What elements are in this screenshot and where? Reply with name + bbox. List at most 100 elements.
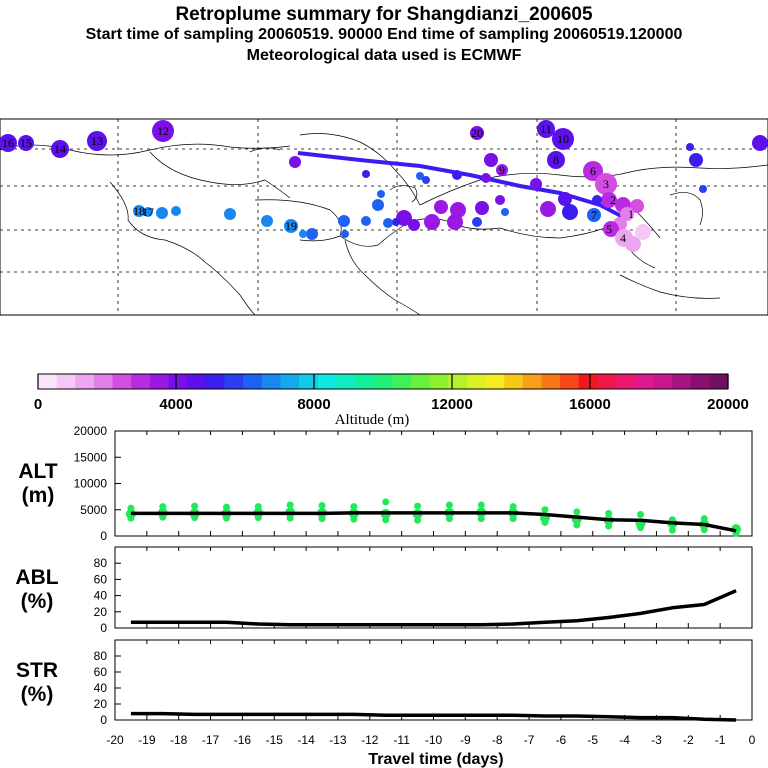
trajectory-label: 2 [610,193,616,207]
y-tick-label: 5000 [80,503,107,517]
altitude-scatter-point [573,508,581,516]
trajectory-label: 19 [285,219,297,233]
panel-ylabel: STR [16,659,58,682]
time-series-panels: 20000150001000050000ALT(m)806040200ABL(%… [15,424,755,768]
x-tick-label: -10 [425,733,443,747]
y-tick-label: 80 [94,556,108,570]
colorbar-cell [690,374,710,389]
y-tick-label: 0 [100,713,107,727]
map-frame [0,118,768,316]
trajectory-cluster-dot [341,230,349,238]
trajectory-label: 7 [591,208,597,222]
colorbar-cell [317,374,337,389]
colorbar-tick-labels: 0 4000 8000 12000 16000 20000 [34,396,749,413]
x-tick-label: -7 [524,733,535,747]
x-tick-label: -20 [106,733,124,747]
trajectory-cluster-dot [470,126,484,140]
colorbar-tick-label: 0 [34,396,42,413]
altitude-scatter-point [222,503,230,511]
colorbar-cell [56,374,76,389]
colorbar-tick-label: 12000 [431,396,473,413]
trajectory-cluster-dot [587,208,601,222]
trajectory-cluster-dot [625,236,641,252]
trajectory-cluster-dot [338,215,350,227]
panel-alt: 20000 15000 10000 5000 0 ALT(m) [18,424,753,543]
panel-frame [114,639,753,721]
x-tick-label: -8 [492,733,503,747]
sampling-times: Start time of sampling 20060519. 90000 E… [85,26,683,43]
trajectory-cluster-dot [558,192,572,206]
trajectory-cluster-dot [171,206,181,216]
trajectory-cluster-dot [689,153,703,167]
trajectory-cluster-dot [583,161,603,181]
x-tick-label: 0 [749,733,756,747]
trajectory-cluster-dot [686,143,694,151]
trajectory-cluster-dot [152,120,174,142]
trajectory-label: 15 [20,136,32,150]
colorbar-cell [466,374,487,389]
trajectory-cluster-dot [530,178,542,190]
y-tick-label: 10000 [74,477,108,491]
colorbar-cell [578,374,599,389]
trajectory-cluster-dot [562,204,578,220]
trajectory-cluster-dot [603,221,619,237]
x-tick-label: -6 [556,733,567,747]
trajectory-cluster-dot [635,224,651,240]
colorbar-cell [541,374,561,389]
trajectory-cluster-dot [408,219,420,231]
y-tick-label: 0 [100,621,107,635]
trajectory-cluster-dot [0,134,17,152]
altitude-scatter-point [318,502,326,510]
colorbar-cell [224,374,244,389]
altitude-scatter-point [127,504,135,512]
trajectory-cluster-dot [261,215,273,227]
trajectory-cluster-dot [547,151,565,169]
colorbar-cell [75,374,95,389]
colorbar-tick-label: 20000 [707,396,749,413]
altitude-scatter-point [414,502,422,510]
x-tick-label: -9 [460,733,471,747]
trajectory-label: 16 [2,136,14,150]
colorbar-cell [634,374,655,389]
colorbar-cell [243,374,263,389]
colorbar-label: Altitude (m) [335,412,410,428]
x-tick-label: -5 [587,733,598,747]
colorbar-cell [205,374,226,389]
trajectory-cluster-dot [377,190,385,198]
trajectory-label: 4 [620,231,626,245]
trajectory-cluster-dot [289,156,301,168]
trajectory-cluster-dot [306,228,318,240]
panel-frame [114,546,753,629]
trajectory-label: 13 [91,134,103,148]
trajectory-label: 6 [590,164,596,178]
colorbar-cell [112,374,132,389]
panel-ylabel-unit: (%) [21,590,54,613]
colorbar-ticks [37,374,729,389]
colorbar-cell [299,374,319,389]
trajectory-cluster-dot [699,185,707,193]
trajectory-cluster-dot [592,195,602,205]
colorbar-cell [392,374,412,389]
y-tick-label: 20000 [74,424,108,438]
colorbar-cell [336,374,356,389]
trajectory-cluster-dot [620,207,634,221]
trajectory-cluster-dot [630,199,644,213]
colorbar-cell [653,374,673,389]
trajectory-cluster-dot [472,217,482,227]
series-line-abl [130,589,737,627]
colorbar-cell [560,374,580,389]
panel-ylabel-unit: (%) [21,683,54,706]
x-tick-label: -4 [619,733,630,747]
altitude-scatter-point [700,515,708,523]
colorbar-cell [448,374,468,389]
trajectory-label: 18 [133,204,145,218]
altitude-scatter-point [286,501,294,509]
colorbar-cell [168,374,188,389]
colorbar-cell [38,374,58,389]
y-tick-label: 40 [94,681,108,695]
y-tick-label: 15000 [74,450,108,464]
panel-ylabel-unit: (m) [22,484,55,507]
trajectory-label: 9 [499,163,505,177]
trajectory-cluster-dot [601,192,617,208]
